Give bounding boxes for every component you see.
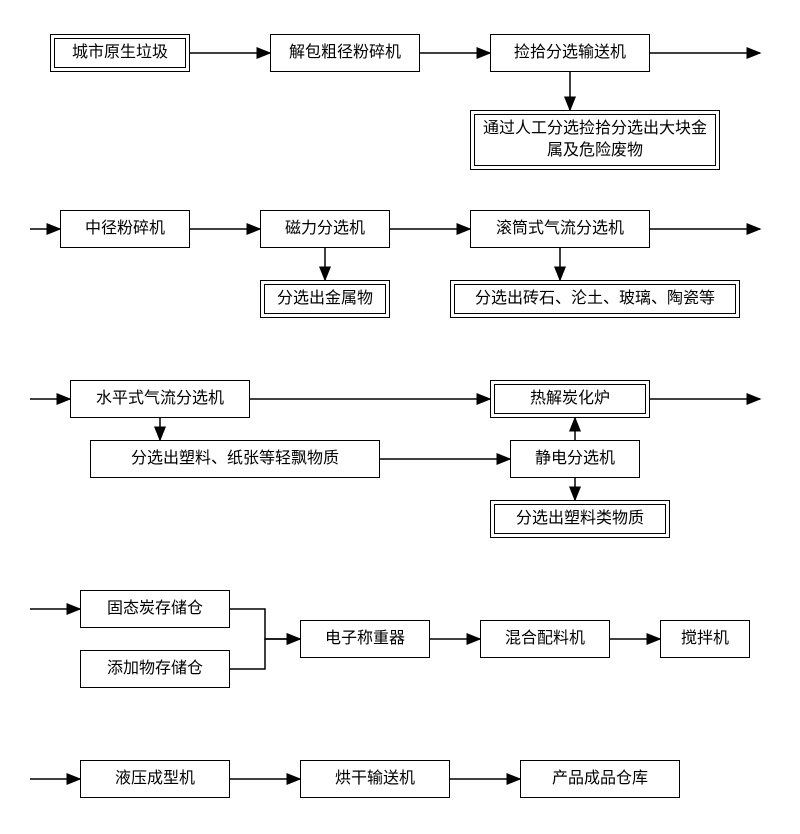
node-r4c: 电子称重器 xyxy=(300,620,430,658)
node-r3a: 水平式气流分选机 xyxy=(70,380,250,418)
node-r3co: 分选出塑料类物质 xyxy=(490,500,670,538)
node-r3ao: 分选出塑料、纸张等轻飘物质 xyxy=(90,440,380,478)
node-r4b: 添加物存储仓 xyxy=(80,650,230,688)
node-r4d: 混合配料机 xyxy=(480,620,610,658)
node-r5c: 产品成品仓库 xyxy=(520,760,680,798)
node-r2bo: 分选出金属物 xyxy=(260,280,390,318)
node-r4e: 搅拌机 xyxy=(660,620,750,658)
node-r5b: 烘干输送机 xyxy=(300,760,450,798)
node-r2a: 中径粉碎机 xyxy=(60,210,190,248)
node-r3b: 热解炭化炉 xyxy=(490,380,650,418)
node-r1b: 解包粗径粉碎机 xyxy=(270,34,420,72)
node-r1c: 捡拾分选输送机 xyxy=(490,34,650,72)
node-r2b: 磁力分选机 xyxy=(260,210,390,248)
node-r3c: 静电分选机 xyxy=(510,440,640,478)
node-r5a: 液压成型机 xyxy=(80,760,230,798)
node-r4a: 固态炭存储仓 xyxy=(80,590,230,628)
node-r2co: 分选出砖石、沦土、玻璃、陶瓷等 xyxy=(450,280,740,318)
node-r1d: 通过人工分选捡拾分选出大块金属及危险废物 xyxy=(470,110,720,170)
node-r1a: 城市原生垃圾 xyxy=(50,34,190,72)
flow-diagram: 城市原生垃圾 解包粗径粉碎机 捡拾分选输送机通过人工分选捡拾分选出大块金属及危险废物… xyxy=(0,0,800,834)
node-r2c: 滚筒式气流分选机 xyxy=(470,210,650,248)
